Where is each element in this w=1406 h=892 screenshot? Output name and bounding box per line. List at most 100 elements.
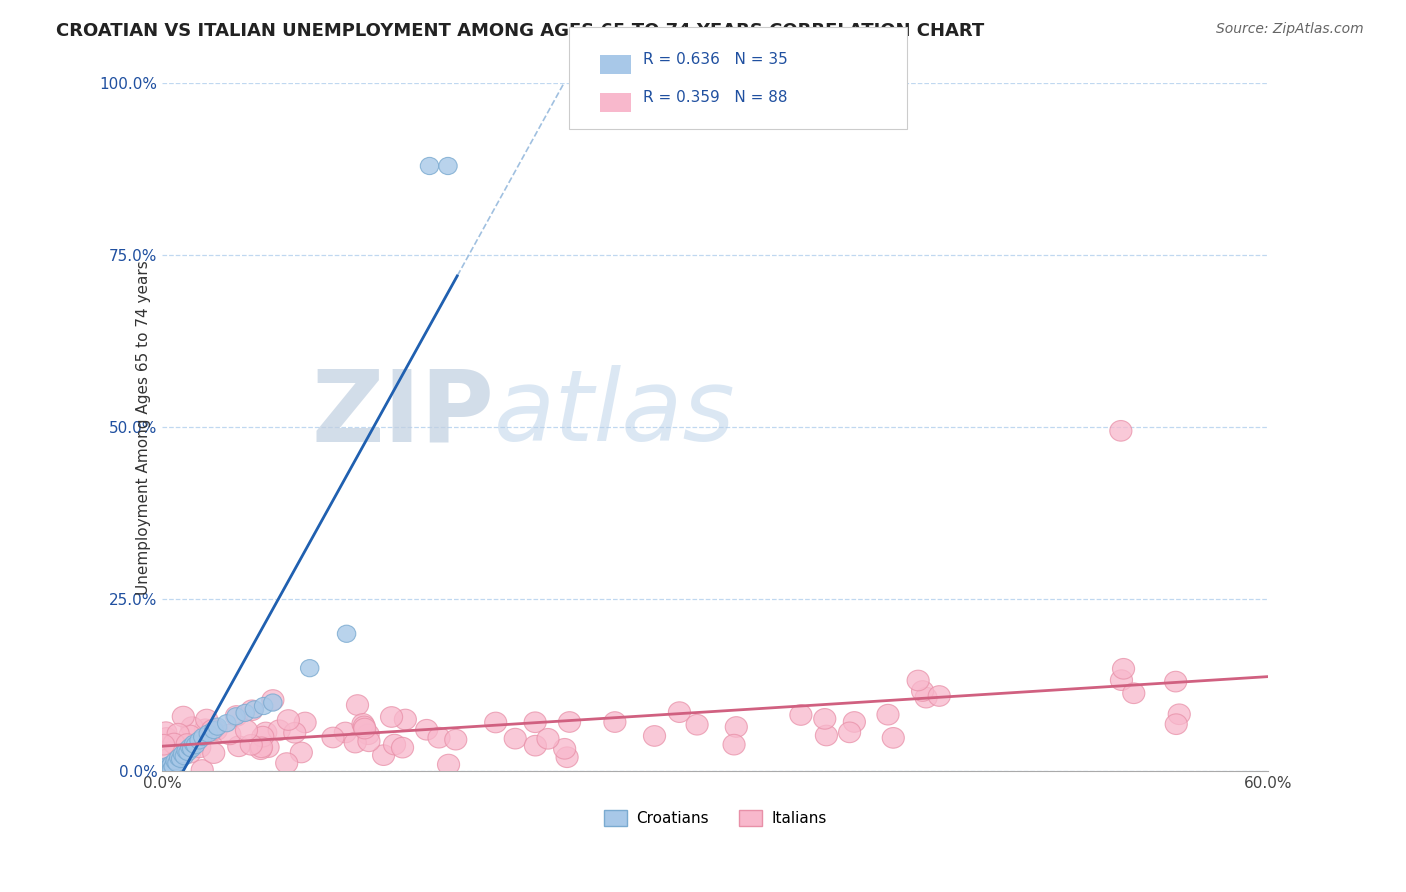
Ellipse shape [254,723,277,743]
Ellipse shape [180,739,200,756]
Ellipse shape [838,722,860,743]
Ellipse shape [263,694,283,711]
Ellipse shape [381,706,402,727]
Ellipse shape [201,720,224,740]
Ellipse shape [725,716,748,738]
Ellipse shape [1111,670,1132,690]
Ellipse shape [254,698,273,714]
Ellipse shape [179,725,201,746]
Ellipse shape [252,726,274,747]
Ellipse shape [250,737,273,757]
Ellipse shape [335,723,356,743]
Ellipse shape [190,731,208,749]
Ellipse shape [284,723,307,743]
Ellipse shape [915,688,938,708]
Ellipse shape [219,724,240,745]
Ellipse shape [1166,714,1187,734]
Ellipse shape [1123,683,1144,704]
Ellipse shape [276,753,298,773]
Text: atlas: atlas [494,365,735,462]
Ellipse shape [195,709,218,730]
Ellipse shape [167,723,190,744]
Ellipse shape [173,746,191,763]
Ellipse shape [346,695,368,715]
Ellipse shape [344,732,367,753]
Ellipse shape [162,762,180,779]
Ellipse shape [155,722,177,742]
Ellipse shape [191,760,214,780]
Ellipse shape [373,745,395,765]
Ellipse shape [416,720,437,740]
Text: ZIP: ZIP [311,365,494,462]
Ellipse shape [250,739,271,760]
Ellipse shape [156,728,177,748]
Ellipse shape [505,729,526,749]
Ellipse shape [194,729,212,746]
Ellipse shape [159,757,177,774]
Ellipse shape [152,734,174,755]
Ellipse shape [353,716,375,737]
Ellipse shape [228,736,250,756]
Ellipse shape [188,737,211,757]
Ellipse shape [882,728,904,748]
Ellipse shape [814,708,835,729]
Ellipse shape [524,712,546,732]
Ellipse shape [166,736,188,757]
Ellipse shape [352,714,374,734]
Ellipse shape [240,734,263,756]
Y-axis label: Unemployment Among Ages 65 to 74 years: Unemployment Among Ages 65 to 74 years [136,260,150,595]
Ellipse shape [437,755,460,775]
Ellipse shape [160,758,179,776]
Ellipse shape [218,714,236,731]
Ellipse shape [790,705,811,725]
Ellipse shape [359,731,380,752]
Ellipse shape [166,753,184,770]
Ellipse shape [269,720,290,740]
Ellipse shape [668,702,690,723]
Ellipse shape [172,750,190,768]
Ellipse shape [155,759,173,777]
Ellipse shape [1164,672,1187,692]
Ellipse shape [170,749,188,766]
Ellipse shape [603,712,626,732]
Ellipse shape [156,761,176,778]
Ellipse shape [322,727,344,747]
Ellipse shape [162,756,180,773]
Ellipse shape [167,755,186,772]
Ellipse shape [844,712,866,732]
Ellipse shape [172,706,194,727]
Ellipse shape [907,670,929,690]
Ellipse shape [1109,420,1132,442]
Ellipse shape [205,722,224,739]
Ellipse shape [181,717,202,738]
Ellipse shape [354,718,375,739]
Ellipse shape [554,739,575,759]
Ellipse shape [179,744,197,761]
Ellipse shape [200,725,218,742]
Ellipse shape [337,625,356,642]
Ellipse shape [183,740,201,757]
Ellipse shape [686,714,709,735]
Ellipse shape [384,734,405,755]
Ellipse shape [1168,704,1191,724]
Ellipse shape [444,730,467,750]
Ellipse shape [194,719,217,739]
Ellipse shape [524,735,547,756]
Ellipse shape [877,705,898,725]
Ellipse shape [245,701,263,718]
Ellipse shape [555,747,578,767]
Ellipse shape [723,734,745,755]
Ellipse shape [176,734,198,755]
Ellipse shape [1112,658,1135,679]
Ellipse shape [928,686,950,706]
Ellipse shape [205,720,228,740]
Ellipse shape [176,747,194,764]
Ellipse shape [294,712,316,733]
Ellipse shape [439,157,457,175]
Ellipse shape [357,724,380,745]
Ellipse shape [165,758,183,775]
Ellipse shape [815,725,838,746]
Ellipse shape [644,725,665,747]
Ellipse shape [485,712,506,733]
Ellipse shape [277,710,299,731]
